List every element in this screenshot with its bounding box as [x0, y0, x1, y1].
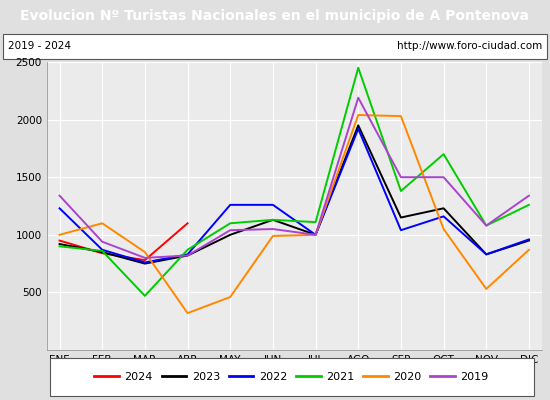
Legend: 2024, 2023, 2022, 2021, 2020, 2019: 2024, 2023, 2022, 2021, 2020, 2019 [91, 368, 492, 386]
Text: 2019 - 2024: 2019 - 2024 [8, 41, 72, 51]
Text: http://www.foro-ciudad.com: http://www.foro-ciudad.com [397, 41, 542, 51]
Text: Evolucion Nº Turistas Nacionales en el municipio de A Pontenova: Evolucion Nº Turistas Nacionales en el m… [20, 9, 530, 23]
